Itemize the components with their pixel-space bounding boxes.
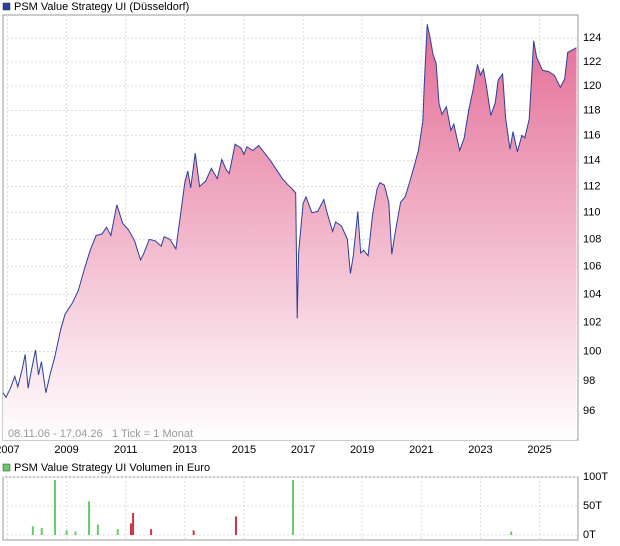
volume-bar — [74, 531, 77, 536]
price-line — [2, 24, 577, 399]
x-tick-label: 2021 — [409, 444, 433, 456]
y-tick-label: 112 — [583, 180, 601, 192]
y-tick-label: 0T — [583, 529, 596, 541]
y-tick-label: 116 — [583, 129, 601, 141]
volume-bar — [192, 530, 195, 536]
y-tick-label: 110 — [583, 207, 601, 219]
volume-bar — [40, 528, 43, 536]
y-tick-label: 124 — [583, 32, 601, 44]
x-tick-label: 2011 — [114, 444, 138, 456]
x-tick-label: 2025 — [527, 444, 551, 456]
legend-swatch — [2, 463, 11, 472]
volume-bar — [54, 479, 57, 536]
y-tick-label: 122 — [583, 56, 601, 68]
annotation: 1 Tick = 1 Monat — [112, 428, 193, 440]
x-tick-label: 2019 — [350, 444, 374, 456]
y-tick-label: 100 — [583, 345, 601, 357]
x-tick-label: 2023 — [468, 444, 492, 456]
y-tick-label: 104 — [583, 288, 601, 300]
y-tick-label: 100T — [583, 471, 608, 483]
y-tick-label: 114 — [583, 155, 601, 167]
volume-bar — [132, 512, 135, 536]
volume-bar — [292, 479, 295, 536]
legend-swatch — [2, 2, 11, 11]
x-tick-label: 2009 — [54, 444, 78, 456]
volume-bar — [65, 530, 68, 536]
chart-title: PSM Value Strategy UI Volumen in Euro — [14, 462, 210, 474]
y-tick-label: 98 — [583, 375, 595, 387]
price-area — [3, 24, 577, 441]
x-tick-label: 2017 — [291, 444, 315, 456]
y-tick-label: 108 — [583, 233, 601, 245]
y-tick-label: 106 — [583, 261, 601, 273]
y-tick-label: 118 — [583, 104, 601, 116]
annotation: 08.11.06 - 17.04.26 — [8, 428, 103, 440]
x-tick-label: 2015 — [232, 444, 256, 456]
volume-bar — [116, 529, 119, 536]
y-tick-label: 96 — [583, 405, 595, 417]
y-tick-label: 50T — [583, 500, 602, 512]
volume-bar — [234, 516, 237, 536]
volume-bar — [31, 526, 34, 536]
volume-bar — [88, 501, 91, 536]
volume-bar — [130, 523, 133, 536]
chart-title: PSM Value Strategy UI (Düsseldorf) — [14, 1, 189, 13]
plot-frame — [2, 476, 579, 541]
volume-bar — [510, 531, 513, 536]
x-tick-label: 2007 — [0, 444, 20, 456]
x-tick-label: 2013 — [173, 444, 197, 456]
volume-bar — [150, 529, 153, 536]
y-tick-label: 120 — [583, 80, 601, 92]
volume-bar — [96, 524, 99, 536]
y-tick-label: 102 — [583, 317, 601, 329]
